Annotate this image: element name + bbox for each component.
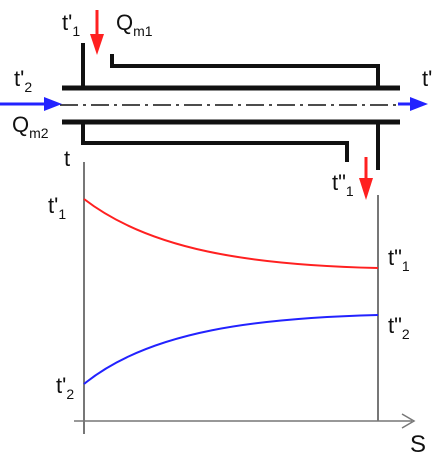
hot-fluid-inlet-arrow — [90, 10, 104, 55]
label-t1-inlet: t'1 — [62, 10, 80, 39]
label-curve-t2-end: t"2 — [388, 313, 410, 342]
label-curve-t1-start: t'1 — [48, 193, 66, 222]
label-t2-outlet: t' — [422, 66, 432, 91]
label-t1-outlet: t"1 — [332, 170, 354, 199]
label-t2-inlet: t'2 — [14, 66, 32, 95]
s-axis-arrowhead — [401, 413, 416, 429]
outer-shell-bottom — [81, 122, 380, 170]
cold-fluid-outlet-arrow — [398, 97, 428, 111]
outer-shell-top — [81, 43, 380, 88]
label-qm2: Qm2 — [12, 112, 49, 141]
label-qm1: Qm1 — [116, 10, 153, 39]
label-axis-s: S — [410, 431, 426, 457]
hot-fluid-temperature-curve — [83, 198, 379, 269]
label-axis-t: t — [64, 146, 70, 171]
label-curve-t2-start: t'2 — [56, 373, 74, 402]
cold-fluid-inlet-arrow — [0, 97, 62, 111]
label-curve-t1-end: t"1 — [388, 245, 410, 274]
cold-fluid-temperature-curve — [83, 314, 379, 385]
hot-fluid-outlet-arrow — [359, 157, 373, 200]
